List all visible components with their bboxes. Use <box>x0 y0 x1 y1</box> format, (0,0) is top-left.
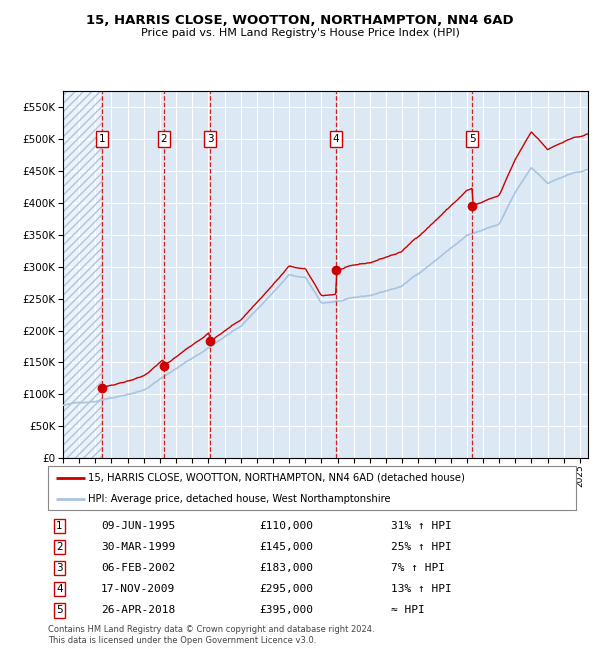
Text: 5: 5 <box>469 134 475 144</box>
Text: Contains HM Land Registry data © Crown copyright and database right 2024.: Contains HM Land Registry data © Crown c… <box>48 625 374 634</box>
Text: Price paid vs. HM Land Registry's House Price Index (HPI): Price paid vs. HM Land Registry's House … <box>140 28 460 38</box>
Text: 4: 4 <box>56 584 63 594</box>
Text: 15, HARRIS CLOSE, WOOTTON, NORTHAMPTON, NN4 6AD (detached house): 15, HARRIS CLOSE, WOOTTON, NORTHAMPTON, … <box>88 473 464 483</box>
Text: 4: 4 <box>332 134 339 144</box>
Text: 26-APR-2018: 26-APR-2018 <box>101 605 175 615</box>
Text: 3: 3 <box>56 563 63 573</box>
Text: 3: 3 <box>206 134 214 144</box>
Text: 13% ↑ HPI: 13% ↑ HPI <box>391 584 452 594</box>
Text: This data is licensed under the Open Government Licence v3.0.: This data is licensed under the Open Gov… <box>48 636 316 645</box>
Text: 2: 2 <box>161 134 167 144</box>
Text: ≈ HPI: ≈ HPI <box>391 605 425 615</box>
Text: £183,000: £183,000 <box>259 563 313 573</box>
Text: 2: 2 <box>56 542 63 552</box>
Text: 7% ↑ HPI: 7% ↑ HPI <box>391 563 445 573</box>
Text: £395,000: £395,000 <box>259 605 313 615</box>
Text: £295,000: £295,000 <box>259 584 313 594</box>
Text: 5: 5 <box>56 605 63 615</box>
Text: HPI: Average price, detached house, West Northamptonshire: HPI: Average price, detached house, West… <box>88 494 390 504</box>
Text: 31% ↑ HPI: 31% ↑ HPI <box>391 521 452 531</box>
FancyBboxPatch shape <box>48 466 576 510</box>
Text: 17-NOV-2009: 17-NOV-2009 <box>101 584 175 594</box>
Bar <box>63 91 103 458</box>
Text: £145,000: £145,000 <box>259 542 313 552</box>
Text: 15, HARRIS CLOSE, WOOTTON, NORTHAMPTON, NN4 6AD: 15, HARRIS CLOSE, WOOTTON, NORTHAMPTON, … <box>86 14 514 27</box>
Text: 30-MAR-1999: 30-MAR-1999 <box>101 542 175 552</box>
Text: 1: 1 <box>56 521 63 531</box>
Text: £110,000: £110,000 <box>259 521 313 531</box>
Text: 25% ↑ HPI: 25% ↑ HPI <box>391 542 452 552</box>
Text: 09-JUN-1995: 09-JUN-1995 <box>101 521 175 531</box>
Text: 06-FEB-2002: 06-FEB-2002 <box>101 563 175 573</box>
Text: 1: 1 <box>99 134 106 144</box>
Bar <box>63 91 103 458</box>
